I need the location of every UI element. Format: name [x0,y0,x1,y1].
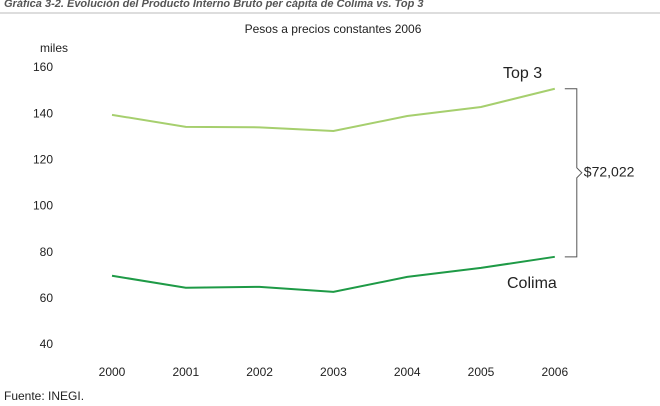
annotation: $72,022 [584,164,635,180]
y-axis-label: miles [40,41,68,55]
y-tick-label: 140 [33,106,53,120]
chart-subtitle: Pesos a precios constantes 2006 [245,22,422,36]
series-label: Colima [507,275,557,292]
y-tick-label: 160 [33,60,53,74]
x-tick-label: 2005 [468,365,495,379]
chart-title: Gráfica 3-2. Evolución del Producto Inte… [4,0,424,10]
series-line [111,87,556,133]
x-tick-label: 2006 [541,365,568,379]
y-tick-label: 120 [33,153,53,167]
bracket [564,88,583,258]
x-tick-label: 2000 [99,365,126,379]
series-label: Top 3 [503,65,542,82]
x-tick-label: 2001 [172,365,199,379]
source: Fuente: INEGI. [4,389,84,403]
y-tick-label: 40 [40,337,54,351]
y-tick-label: 80 [40,245,54,259]
x-tick-label: 2003 [320,365,347,379]
series-line [111,255,555,293]
x-tick-label: 2002 [246,365,273,379]
y-tick-label: 100 [33,199,53,213]
x-tick-label: 2004 [394,365,421,379]
y-tick-label: 60 [40,291,54,305]
